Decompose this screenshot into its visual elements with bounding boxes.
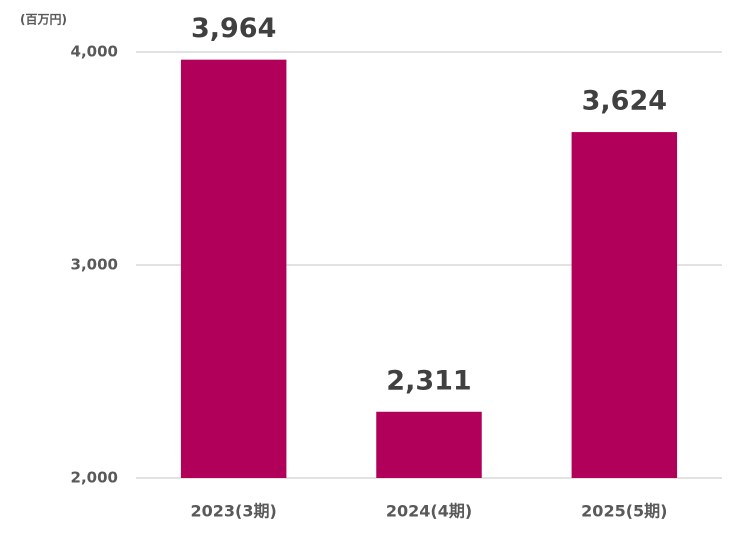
bar: [180, 59, 287, 478]
bar: [376, 411, 482, 478]
x-tick-label: 2023(3期): [191, 502, 277, 521]
value-label: 3,624: [582, 86, 667, 117]
y-tick-label: 2,000: [71, 469, 118, 487]
bar: [571, 132, 678, 478]
y-tick-label: 3,000: [71, 256, 118, 274]
unit-label: (百万円): [20, 13, 67, 27]
value-label: 3,964: [191, 13, 276, 44]
value-label: 2,311: [386, 365, 471, 396]
x-tick-label: 2025(5期): [581, 502, 667, 521]
x-tick-label: 2024(4期): [386, 502, 472, 521]
y-tick-label: 4,000: [71, 43, 118, 61]
